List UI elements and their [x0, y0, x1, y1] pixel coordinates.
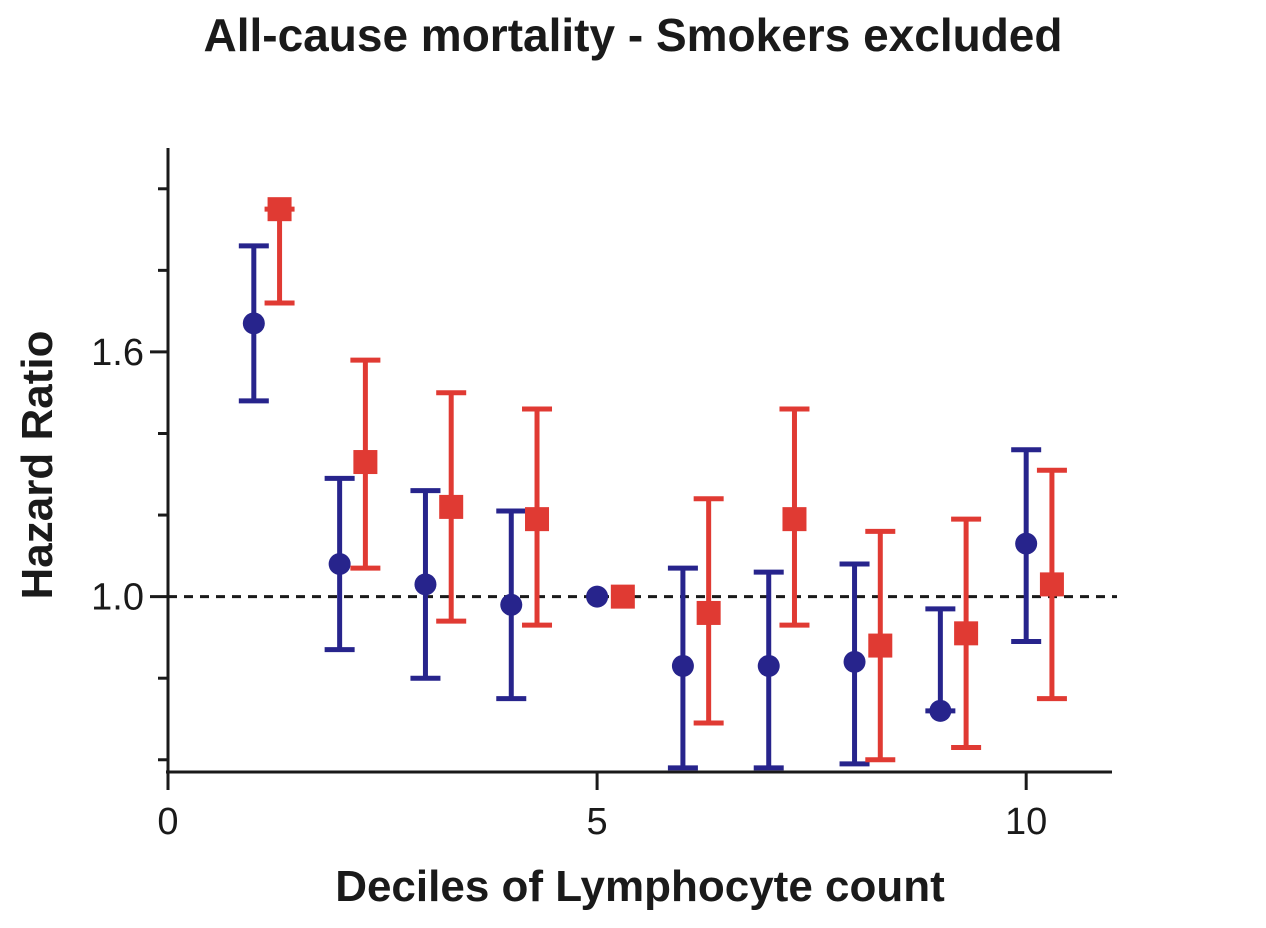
point-s2-5	[610, 584, 635, 609]
point-s1-6	[671, 654, 694, 677]
point-s1-10	[1015, 532, 1038, 555]
chart-title: All-cause mortality - Smokers excluded	[203, 9, 1063, 61]
point-s1-7	[757, 654, 780, 677]
y-tick-label-2: 1.6	[91, 332, 144, 374]
point-s1-3	[414, 573, 437, 596]
x-tick-label-1: 0	[157, 801, 178, 843]
point-s2-7	[782, 507, 807, 532]
point-s2-1	[267, 197, 292, 222]
point-s1-8	[843, 650, 866, 673]
point-s2-10	[1039, 572, 1064, 597]
point-s1-4	[500, 593, 523, 616]
point-s2-9	[954, 621, 979, 646]
point-s2-2	[353, 450, 378, 475]
point-s2-3	[439, 494, 464, 519]
point-s1-2	[328, 553, 351, 575]
point-s1-5	[586, 585, 609, 608]
point-s2-8	[868, 633, 893, 658]
x-tick-label-2: 5	[587, 801, 608, 843]
x-axis-label: Deciles of Lymphocyte count	[335, 862, 945, 911]
point-s2-6	[696, 600, 721, 625]
y-tick-label-1: 1.0	[91, 577, 144, 619]
point-s1-1	[242, 312, 265, 335]
x-tick-label-3: 10	[1005, 801, 1047, 843]
point-s1-9	[929, 699, 952, 722]
point-s2-4	[525, 507, 550, 532]
